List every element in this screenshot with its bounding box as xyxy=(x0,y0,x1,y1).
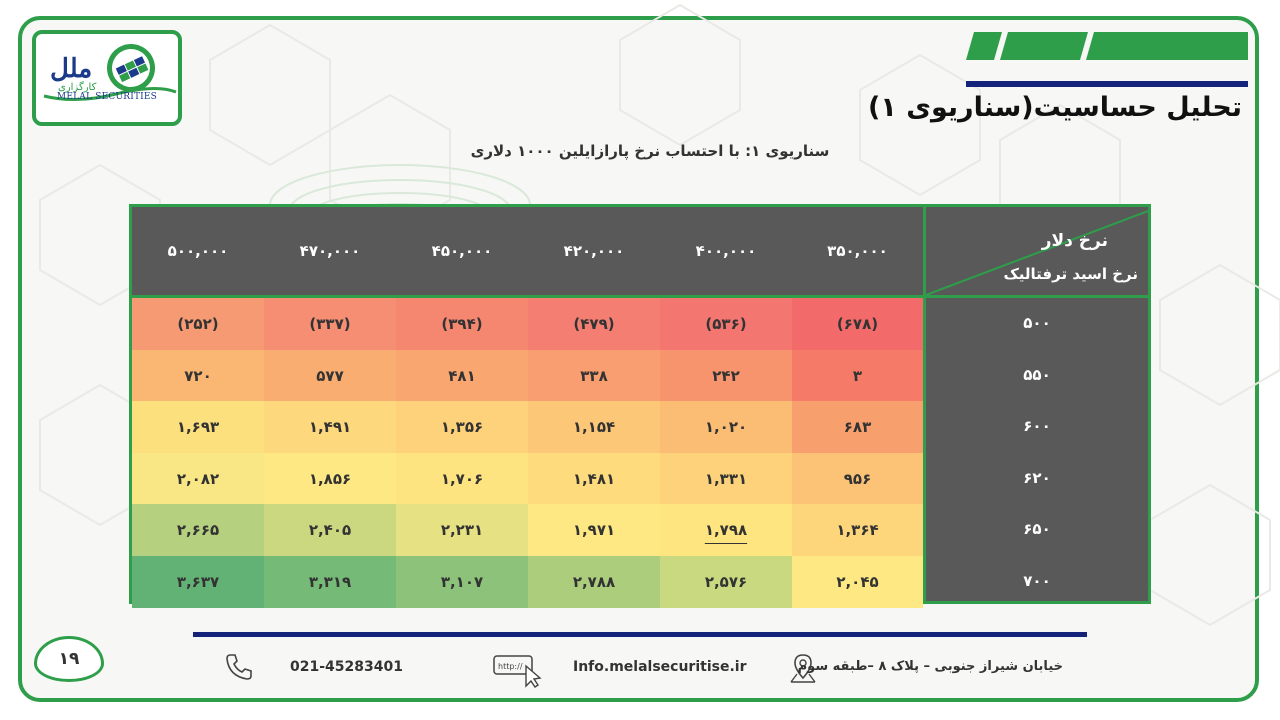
row-label-column: ۵۰۰ ۵۵۰ ۶۰۰ ۶۲۰ ۶۵۰ ۷۰۰ xyxy=(923,298,1148,601)
table-cell: (۲۵۲) xyxy=(132,298,264,350)
table-cell: ۱,۶۹۳ xyxy=(132,401,264,453)
table-cell: ۹۵۶ xyxy=(792,452,923,505)
table-cell: ۲۴۲ xyxy=(660,349,792,402)
row-label: ۶۲۰ xyxy=(1023,468,1051,487)
browser-icon-text: http:// xyxy=(498,662,523,671)
page-title: تحلیل حساسیت(سناریوی ۱) xyxy=(867,92,1242,123)
corner-diagonal-line xyxy=(926,210,1148,295)
footer-address: خیابان شیراز جنوبی – پلاک ۸ –طبقه سوم xyxy=(797,659,1063,674)
corner-row-label: نرخ اسید ترفتالیک xyxy=(1003,265,1138,283)
table-cell: ۱,۷۰۶ xyxy=(396,452,528,505)
footer-divider xyxy=(193,632,1087,637)
table-cell: ۱,۱۵۴ xyxy=(528,401,660,453)
page-subtitle: سناریوی ۱: با احتساب نرخ پارازایلین ۱۰۰۰… xyxy=(470,142,830,160)
table-cell: ۳,۱۰۷ xyxy=(396,555,528,608)
row-label: ۷۰۰ xyxy=(1023,571,1051,590)
logo-english-text: MELAL SECURITIES xyxy=(56,92,158,102)
header-divider xyxy=(132,295,1148,298)
table-cell: ۳,۶۳۷ xyxy=(132,555,264,608)
table-cell: (۵۳۶) xyxy=(660,298,792,350)
row-label: ۶۰۰ xyxy=(1023,417,1051,435)
table-cell: ۱,۹۷۱ xyxy=(528,504,660,556)
column-header: ۴۷۰,۰۰۰ xyxy=(299,242,361,260)
table-cell: ۱,۳۳۱ xyxy=(660,452,792,505)
table-cell: ۱,۴۸۱ xyxy=(528,452,660,505)
table-cell: ۱,۴۹۱ xyxy=(264,401,396,453)
footer-phone: 021-45283401 xyxy=(290,659,403,675)
table-cell: ۲,۶۶۵ xyxy=(132,504,264,556)
table-cell: ۲,۴۰۵ xyxy=(264,504,396,556)
table-cell: ۲,۵۷۶ xyxy=(660,555,792,608)
table-header-row: ۵۰۰,۰۰۰ ۴۷۰,۰۰۰ ۴۵۰,۰۰۰ ۴۲۰,۰۰۰ ۴۰۰,۰۰۰ … xyxy=(132,207,1148,295)
table-cell: ۳ xyxy=(792,349,923,402)
column-header: ۵۰۰,۰۰۰ xyxy=(167,242,229,260)
row-label: ۶۵۰ xyxy=(1023,520,1051,538)
table-cell: ۱,۳۵۶ xyxy=(396,401,528,453)
footer-website[interactable]: Info.melalsecuritise.ir xyxy=(573,659,747,675)
logo-brand-text: ملل xyxy=(50,54,93,84)
logo-brand-subtext: کارگزاری xyxy=(58,82,97,93)
table-cell: (۳۳۷) xyxy=(264,298,396,350)
column-header: ۳۵۰,۰۰۰ xyxy=(827,242,888,260)
row-label: ۵۰۰ xyxy=(1023,314,1051,332)
table-cell: (۳۹۴) xyxy=(396,298,528,350)
table-cell: ۷۲۰ xyxy=(132,349,264,402)
column-header: ۴۰۰,۰۰۰ xyxy=(695,242,757,260)
phone-icon xyxy=(226,654,252,680)
column-header: ۴۲۰,۰۰۰ xyxy=(563,242,625,260)
column-header: ۴۵۰,۰۰۰ xyxy=(431,242,493,260)
table-cell: ۲,۲۳۱ xyxy=(396,504,528,556)
browser-icon: http:// xyxy=(493,655,542,688)
table-cell: ۳,۳۱۹ xyxy=(264,555,396,608)
table-cell: ۲,۰۸۲ xyxy=(132,452,264,505)
table-cell: ۵۷۷ xyxy=(264,349,396,402)
table-cell: ۲,۰۴۵ xyxy=(792,555,923,608)
header-stripes xyxy=(966,32,1248,87)
table-corner-header: نرخ دلار نرخ اسید ترفتالیک xyxy=(923,207,1148,295)
table-cell: ۱,۷۹۸ xyxy=(660,504,792,556)
logo-emblem-icon xyxy=(43,44,177,102)
table-cell: ۱,۰۲۰ xyxy=(660,401,792,453)
row-label: ۵۵۰ xyxy=(1023,365,1051,384)
table-cell: ۶۸۳ xyxy=(792,401,923,453)
table-cell: (۴۷۹) xyxy=(528,298,660,350)
sensitivity-table: ۵۰۰,۰۰۰ ۴۷۰,۰۰۰ ۴۵۰,۰۰۰ ۴۲۰,۰۰۰ ۴۰۰,۰۰۰ … xyxy=(129,204,1151,608)
location-pin-icon xyxy=(790,654,816,683)
page-number: ۱۹ xyxy=(34,636,104,682)
table-cell: ۱,۳۶۴ xyxy=(792,504,923,556)
table-cell: ۳۳۸ xyxy=(528,349,660,402)
table-cell: ۱,۸۵۶ xyxy=(264,452,396,505)
table-cell: ۲,۷۸۸ xyxy=(528,555,660,608)
company-logo: ملل کارگزاری xyxy=(32,30,182,126)
corner-column-label: نرخ دلار xyxy=(1041,231,1108,251)
table-cell: (۶۷۸) xyxy=(792,298,923,350)
table-cell: ۴۸۱ xyxy=(396,349,528,402)
underlined-value: ۱,۷۹۸ xyxy=(704,521,748,539)
